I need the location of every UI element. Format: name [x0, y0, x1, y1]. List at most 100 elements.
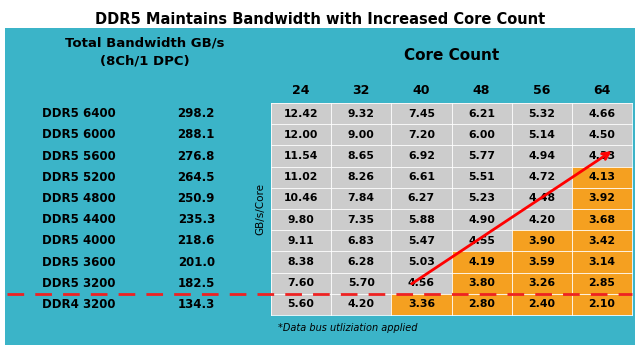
Bar [572, 209, 632, 230]
Text: 250.9: 250.9 [178, 192, 215, 205]
Text: 6.83: 6.83 [348, 236, 375, 246]
Bar [572, 167, 632, 188]
Text: DDR5 Maintains Bandwidth with Increased Core Count: DDR5 Maintains Bandwidth with Increased … [95, 12, 545, 27]
Text: DDR5 4800: DDR5 4800 [42, 192, 116, 205]
Text: 201.0: 201.0 [178, 256, 215, 269]
Text: 6.61: 6.61 [408, 172, 435, 182]
Text: 7.45: 7.45 [408, 109, 435, 119]
Bar [511, 252, 572, 273]
Bar [511, 230, 572, 252]
Text: DDR5 6400: DDR5 6400 [42, 107, 116, 120]
Text: 264.5: 264.5 [177, 171, 215, 184]
Text: 3.92: 3.92 [588, 193, 616, 203]
Text: 4.72: 4.72 [528, 172, 556, 182]
Text: 6.92: 6.92 [408, 151, 435, 161]
Text: 3.26: 3.26 [528, 278, 556, 288]
Text: 32: 32 [353, 84, 370, 97]
Text: 4.20: 4.20 [528, 215, 556, 225]
Bar [451, 273, 511, 294]
Text: GB/s/Core: GB/s/Core [255, 183, 265, 235]
Text: 5.88: 5.88 [408, 215, 435, 225]
Text: 218.6: 218.6 [178, 234, 215, 247]
Text: DDR5 3200: DDR5 3200 [42, 277, 115, 290]
Bar [451, 252, 511, 273]
Text: 56: 56 [533, 84, 550, 97]
Text: 4.90: 4.90 [468, 215, 495, 225]
Text: 298.2: 298.2 [178, 107, 215, 120]
Text: 3.14: 3.14 [588, 257, 616, 267]
Text: 9.11: 9.11 [288, 236, 314, 246]
Bar [572, 294, 632, 315]
Text: 9.00: 9.00 [348, 130, 374, 140]
Text: 5.60: 5.60 [287, 299, 314, 309]
Text: 2.10: 2.10 [588, 299, 615, 309]
Text: 4.19: 4.19 [468, 257, 495, 267]
Text: 4.56: 4.56 [408, 278, 435, 288]
Text: 4.48: 4.48 [528, 193, 556, 203]
Text: DDR5 5600: DDR5 5600 [42, 150, 116, 163]
Text: 6.28: 6.28 [348, 257, 375, 267]
Text: 7.84: 7.84 [348, 193, 375, 203]
Text: 5.47: 5.47 [408, 236, 435, 246]
Text: Core Count: Core Count [404, 48, 500, 63]
Bar [572, 230, 632, 252]
Bar [511, 273, 572, 294]
Text: 3.80: 3.80 [468, 278, 495, 288]
Text: 24: 24 [292, 84, 310, 97]
Text: 8.26: 8.26 [348, 172, 375, 182]
Text: DDR5 5200: DDR5 5200 [42, 171, 116, 184]
Text: 12.42: 12.42 [284, 109, 318, 119]
Text: 4.50: 4.50 [588, 130, 615, 140]
Text: DDR5 4000: DDR5 4000 [42, 234, 116, 247]
Text: 8.38: 8.38 [287, 257, 314, 267]
Text: 4.66: 4.66 [588, 109, 616, 119]
Text: 7.35: 7.35 [348, 215, 375, 225]
Bar [572, 252, 632, 273]
Text: 6.00: 6.00 [468, 130, 495, 140]
Bar [572, 273, 632, 294]
Text: 8.65: 8.65 [348, 151, 374, 161]
Text: 3.59: 3.59 [528, 257, 555, 267]
Text: 235.3: 235.3 [178, 213, 215, 226]
Text: 4.94: 4.94 [528, 151, 556, 161]
Text: 5.23: 5.23 [468, 193, 495, 203]
Text: 4.13: 4.13 [588, 172, 616, 182]
Text: 10.46: 10.46 [284, 193, 318, 203]
Text: 5.03: 5.03 [408, 257, 435, 267]
Bar [451, 294, 511, 315]
Text: 7.60: 7.60 [287, 278, 315, 288]
Text: 40: 40 [413, 84, 430, 97]
Text: 5.32: 5.32 [528, 109, 556, 119]
Text: 2.80: 2.80 [468, 299, 495, 309]
Text: 9.80: 9.80 [288, 215, 314, 225]
Text: 134.3: 134.3 [178, 298, 215, 311]
Text: 4.20: 4.20 [348, 299, 375, 309]
Text: 5.14: 5.14 [528, 130, 555, 140]
Text: 11.02: 11.02 [284, 172, 318, 182]
Text: 276.8: 276.8 [178, 150, 215, 163]
Text: 64: 64 [593, 84, 611, 97]
Text: 3.36: 3.36 [408, 299, 435, 309]
Bar [271, 103, 632, 315]
Text: 5.51: 5.51 [468, 172, 495, 182]
Text: DDR4 3200: DDR4 3200 [42, 298, 115, 311]
Text: Total Bandwidth GB/s
(8Ch/1 DPC): Total Bandwidth GB/s (8Ch/1 DPC) [65, 37, 225, 67]
Text: 48: 48 [473, 84, 490, 97]
Text: DDR5 6000: DDR5 6000 [42, 128, 116, 141]
Bar [572, 188, 632, 209]
Text: 5.70: 5.70 [348, 278, 374, 288]
Text: 11.54: 11.54 [284, 151, 318, 161]
Text: 12.00: 12.00 [284, 130, 318, 140]
Text: 4.33: 4.33 [588, 151, 616, 161]
Text: DDR5 3600: DDR5 3600 [42, 256, 116, 269]
Text: 3.42: 3.42 [588, 236, 616, 246]
Text: 6.21: 6.21 [468, 109, 495, 119]
Text: 7.20: 7.20 [408, 130, 435, 140]
Text: 2.85: 2.85 [588, 278, 615, 288]
Text: 6.27: 6.27 [408, 193, 435, 203]
Text: DDR5 4400: DDR5 4400 [42, 213, 116, 226]
Text: 4.55: 4.55 [468, 236, 495, 246]
Text: *Data bus utliziation applied: *Data bus utliziation applied [278, 323, 417, 333]
FancyBboxPatch shape [5, 28, 635, 345]
Bar [391, 294, 451, 315]
